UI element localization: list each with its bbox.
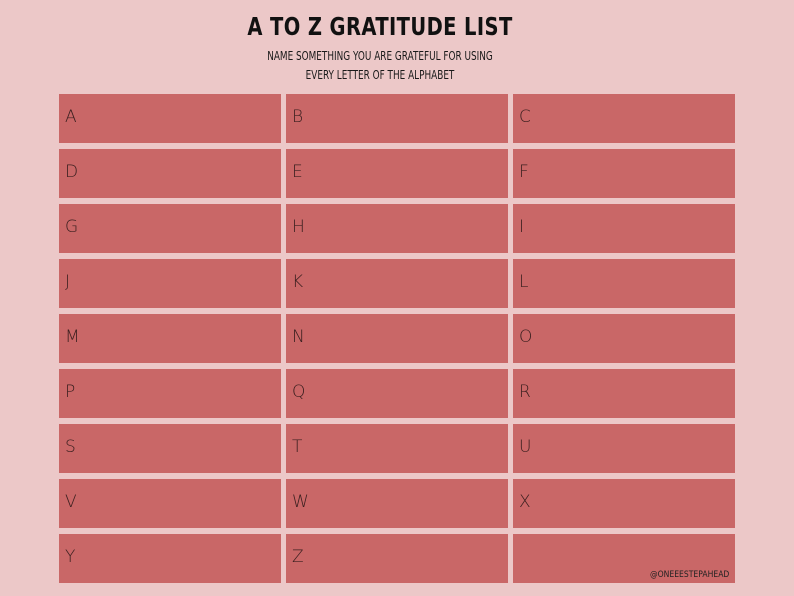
letter-label: L bbox=[519, 272, 529, 292]
letter-cell-u[interactable]: U bbox=[513, 424, 735, 473]
letter-label: A bbox=[65, 107, 78, 127]
letter-label: I bbox=[519, 217, 525, 237]
letter-cell-k[interactable]: K bbox=[286, 259, 508, 308]
letter-label: Y bbox=[65, 547, 76, 567]
letter-label: W bbox=[292, 492, 310, 512]
letter-cell-g[interactable]: G bbox=[59, 204, 281, 253]
letter-label: J bbox=[65, 272, 71, 292]
letter-cell-t[interactable]: T bbox=[286, 424, 508, 473]
letter-cell-d[interactable]: D bbox=[59, 149, 281, 198]
page-title: A TO Z GRATITUDE LIST bbox=[247, 12, 513, 41]
letter-cell-i[interactable]: I bbox=[513, 204, 735, 253]
letter-cell-o[interactable]: O bbox=[513, 314, 735, 363]
blank-cell: @ONEEESTEPAHEAD bbox=[513, 534, 735, 583]
letter-cell-w[interactable]: W bbox=[286, 479, 508, 528]
letter-label: U bbox=[519, 437, 532, 457]
letter-cell-q[interactable]: Q bbox=[286, 369, 508, 418]
letter-cell-c[interactable]: C bbox=[513, 94, 735, 143]
letter-cell-y[interactable]: Y bbox=[59, 534, 281, 583]
letter-cell-p[interactable]: P bbox=[59, 369, 281, 418]
letter-label: Z bbox=[292, 547, 305, 567]
letter-cell-z[interactable]: Z bbox=[286, 534, 508, 583]
subtitle-line-2: EVERY LETTER OF THE ALPHABET bbox=[305, 68, 455, 82]
letter-cell-f[interactable]: F bbox=[513, 149, 735, 198]
letter-label: V bbox=[65, 492, 78, 512]
letter-cell-h[interactable]: H bbox=[286, 204, 508, 253]
letter-label: R bbox=[519, 382, 532, 402]
subtitle-line-1: NAME SOMETHING YOU ARE GRATEFUL FOR USIN… bbox=[267, 49, 493, 63]
letter-label: G bbox=[65, 217, 79, 237]
letter-cell-v[interactable]: V bbox=[59, 479, 281, 528]
letter-label: N bbox=[292, 327, 306, 347]
letter-label: S bbox=[65, 437, 77, 457]
letter-label: E bbox=[292, 162, 304, 182]
letter-label: P bbox=[65, 382, 76, 402]
letter-cell-s[interactable]: S bbox=[59, 424, 281, 473]
letter-grid: A B C D E F G H I J K L M N O P Q R S T … bbox=[59, 94, 735, 583]
watermark-handle: @ONEEESTEPAHEAD bbox=[649, 570, 729, 580]
letter-label: Q bbox=[292, 382, 306, 402]
page-subtitle: NAME SOMETHING YOU ARE GRATEFUL FOR USIN… bbox=[99, 47, 661, 85]
letter-label: X bbox=[519, 492, 532, 512]
letter-label: H bbox=[292, 217, 306, 237]
letter-cell-e[interactable]: E bbox=[286, 149, 508, 198]
letter-cell-b[interactable]: B bbox=[286, 94, 508, 143]
letter-label: C bbox=[519, 107, 532, 127]
letter-cell-x[interactable]: X bbox=[513, 479, 735, 528]
letter-label: K bbox=[292, 272, 304, 292]
letter-label: D bbox=[65, 162, 79, 182]
letter-label: O bbox=[519, 327, 533, 347]
letter-label: B bbox=[292, 107, 304, 127]
letter-label: F bbox=[519, 162, 530, 182]
letter-cell-r[interactable]: R bbox=[513, 369, 735, 418]
letter-cell-a[interactable]: A bbox=[59, 94, 281, 143]
letter-label: T bbox=[292, 437, 303, 457]
letter-cell-l[interactable]: L bbox=[513, 259, 735, 308]
letter-cell-m[interactable]: M bbox=[59, 314, 281, 363]
letter-cell-n[interactable]: N bbox=[286, 314, 508, 363]
letter-cell-j[interactable]: J bbox=[59, 259, 281, 308]
letter-label: M bbox=[65, 327, 81, 347]
